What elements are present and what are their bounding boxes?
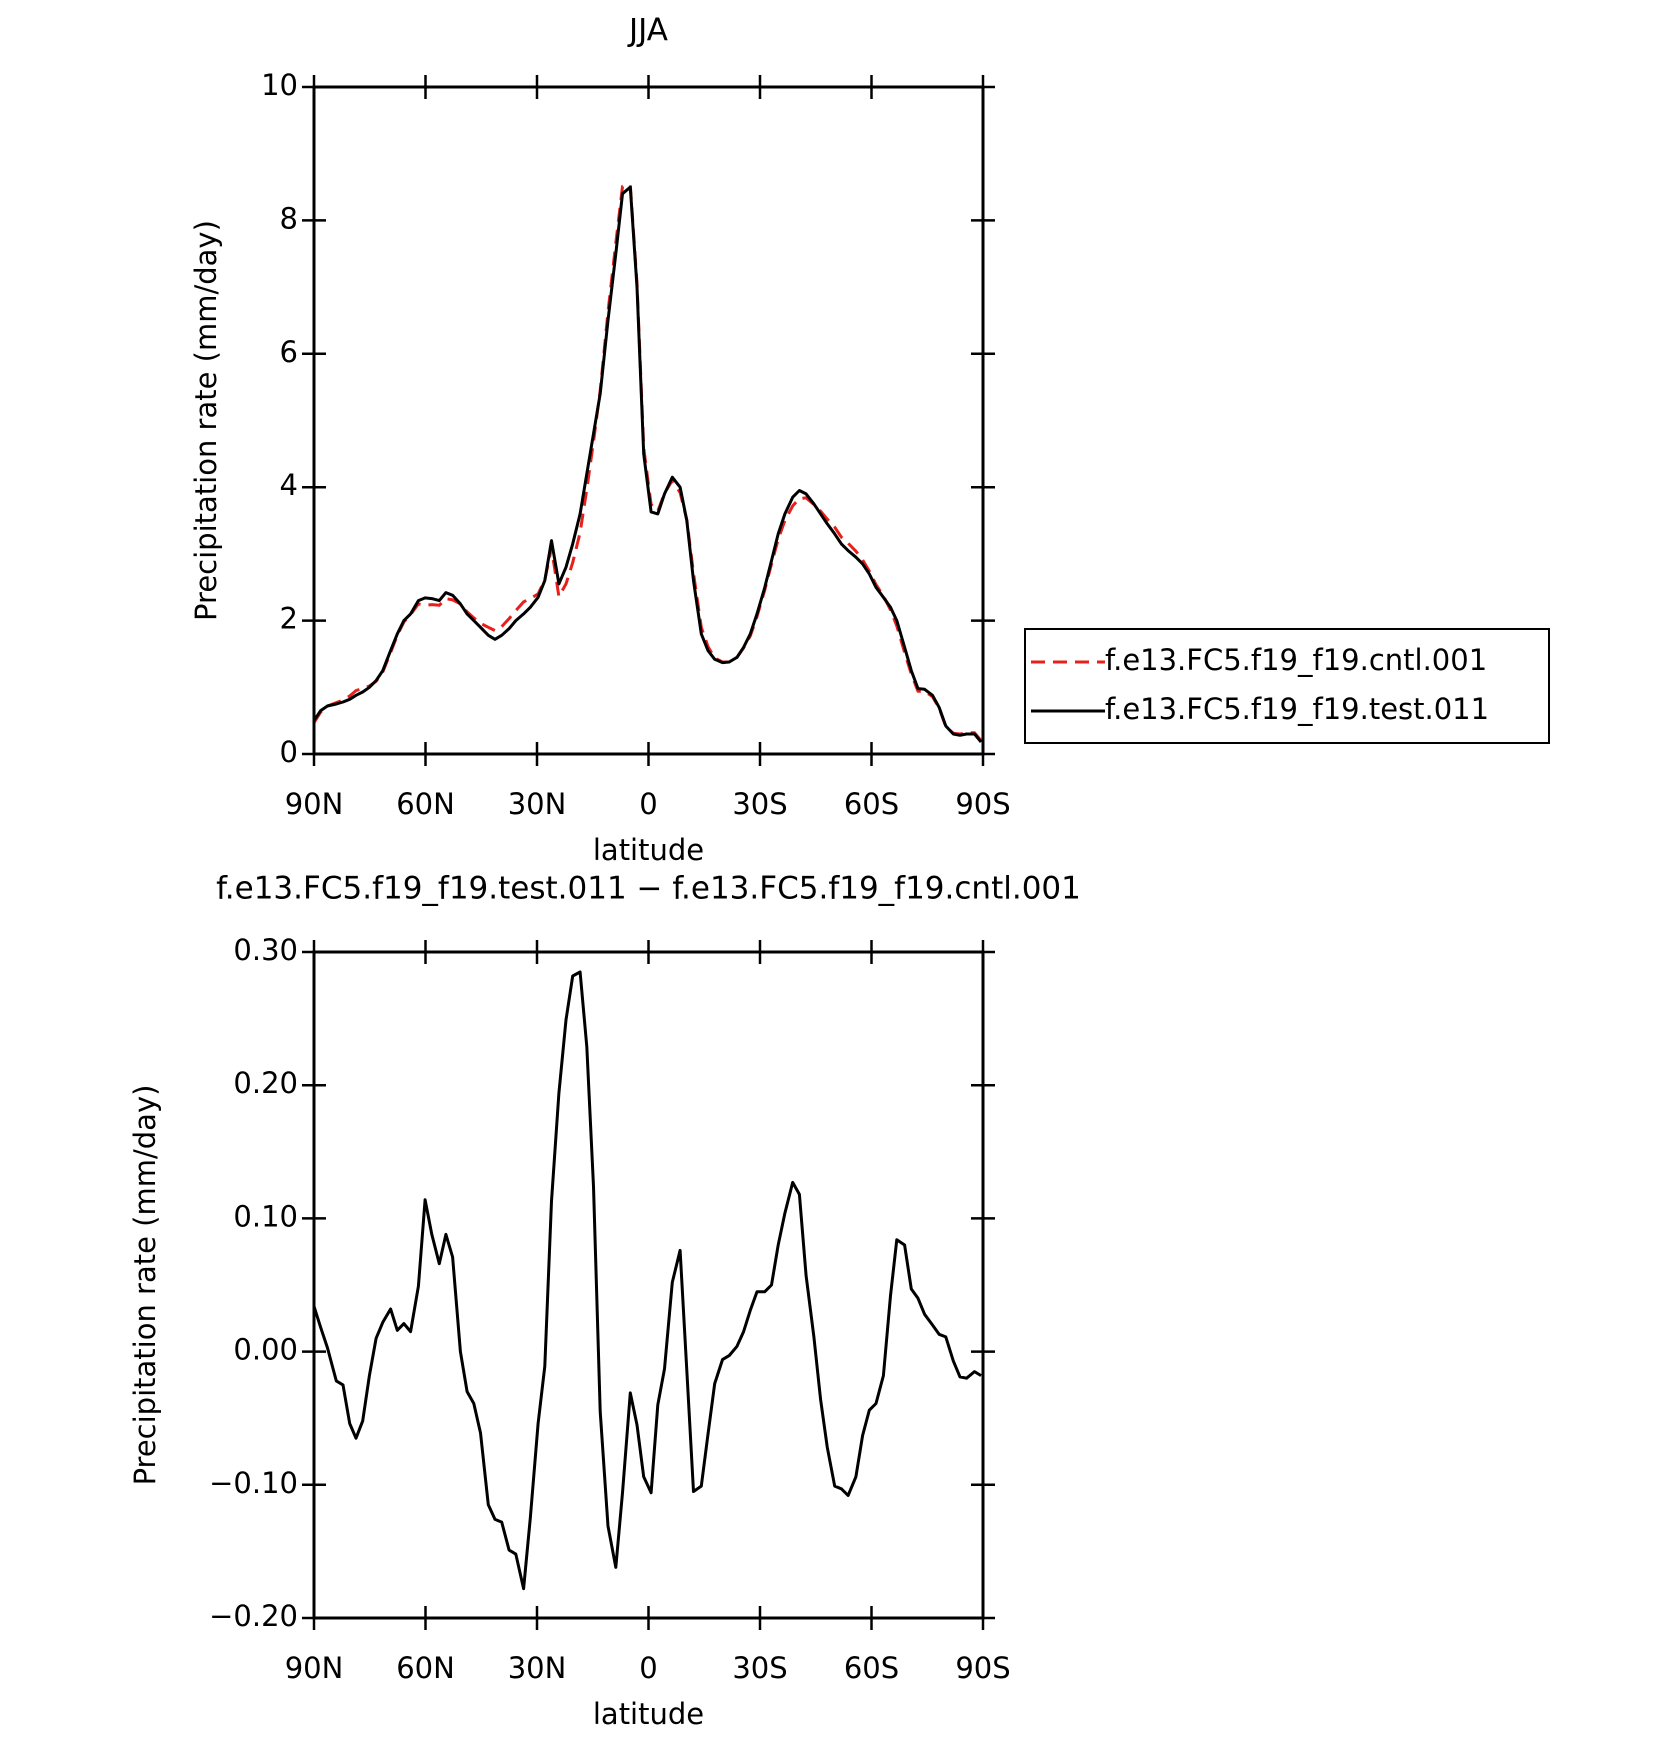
chart-title: JJA [627, 13, 668, 49]
y-tick-label: 2 [280, 602, 298, 636]
y-tick-label: 10 [261, 68, 298, 102]
x-tick-label: 90N [285, 787, 344, 821]
x-tick-label: 90S [955, 787, 1010, 821]
y-axis-label: Precipitation rate (mm/day) [189, 220, 223, 621]
x-tick-label: 30S [732, 787, 787, 821]
x-tick-label: 60S [844, 1651, 899, 1685]
y-tick-label: 8 [280, 201, 298, 235]
y-tick-label: 6 [280, 335, 298, 369]
data-line [312, 183, 983, 742]
y-tick-label: 0.30 [233, 933, 298, 967]
y-axis-label: Precipitation rate (mm/day) [128, 1085, 162, 1486]
x-tick-label: 90N [285, 1651, 344, 1685]
x-tick-label: 30N [508, 1651, 567, 1685]
x-axis-label: latitude [593, 1697, 704, 1731]
y-tick-label: −0.20 [209, 1599, 298, 1633]
data-line [312, 970, 982, 1591]
y-tick-label: 0.00 [233, 1333, 298, 1367]
legend-box [1024, 628, 1550, 744]
x-tick-label: 60N [396, 1651, 455, 1685]
x-tick-label: 30N [508, 787, 567, 821]
x-tick-label: 60N [396, 787, 455, 821]
y-tick-label: 4 [280, 468, 298, 502]
data-line [312, 185, 983, 743]
y-tick-label: 0.20 [233, 1066, 298, 1100]
x-tick-label: 30S [732, 1651, 787, 1685]
x-tick-label: 0 [639, 787, 657, 821]
chart-title: f.e13.FC5.f19_f19.test.011 − f.e13.FC5.f… [216, 871, 1081, 907]
y-tick-label: 0 [280, 735, 298, 769]
y-tick-label: 0.10 [233, 1199, 298, 1233]
legend-label: f.e13.FC5.f19_f19.cntl.001 [1105, 643, 1487, 677]
x-tick-label: 60S [844, 787, 899, 821]
x-tick-label: 90S [955, 1651, 1010, 1685]
x-axis-label: latitude [593, 833, 704, 867]
legend-label: f.e13.FC5.f19_f19.test.011 [1105, 692, 1489, 726]
x-tick-label: 0 [639, 1651, 657, 1685]
plot-frame [312, 950, 985, 1620]
plot-frame [312, 85, 985, 756]
y-tick-label: −0.10 [209, 1466, 298, 1500]
